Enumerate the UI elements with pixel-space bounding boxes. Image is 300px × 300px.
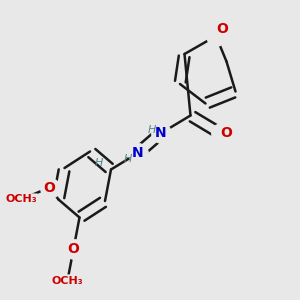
Text: OCH₃: OCH₃ [52, 275, 83, 286]
Text: O: O [216, 22, 228, 36]
Text: O: O [220, 127, 232, 140]
Text: N: N [132, 146, 144, 160]
Text: H: H [123, 154, 132, 164]
Text: H: H [95, 158, 103, 169]
Text: O: O [44, 181, 56, 194]
Text: N: N [155, 127, 166, 140]
Text: H: H [147, 125, 156, 136]
Text: OCH₃: OCH₃ [5, 194, 37, 205]
Text: O: O [68, 242, 80, 256]
